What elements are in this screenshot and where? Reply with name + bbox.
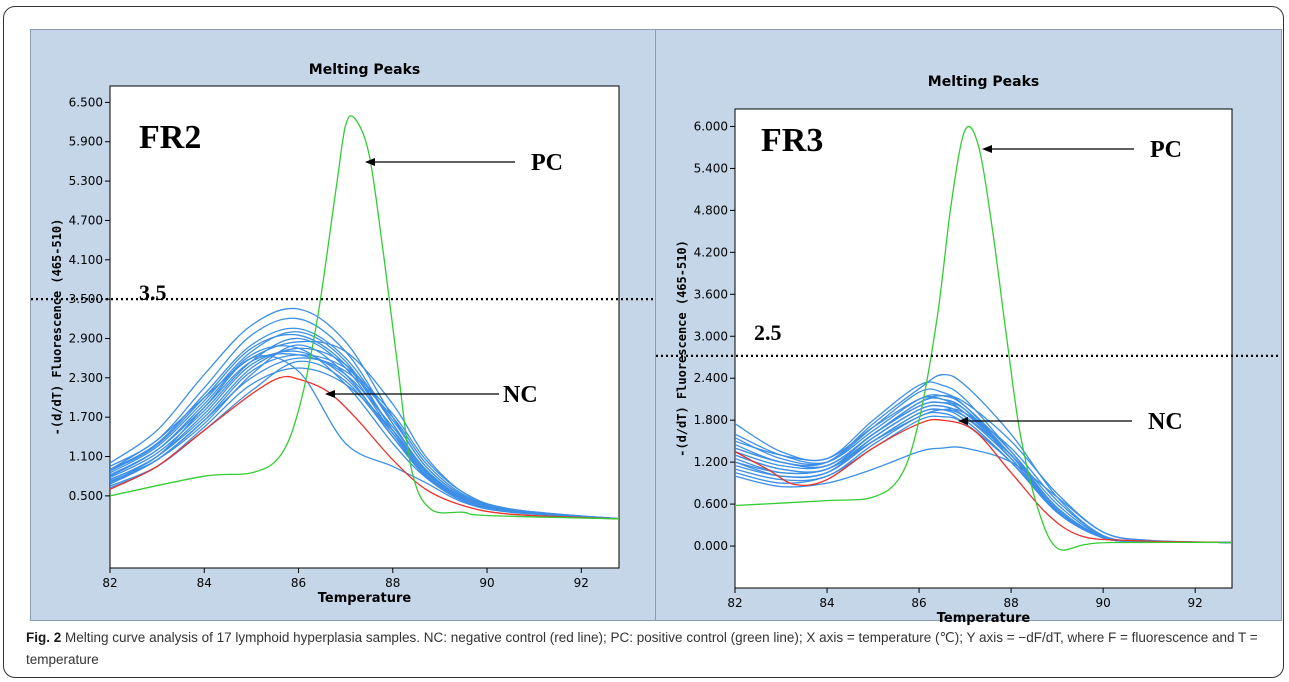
y-tick-label: 6.500 bbox=[69, 95, 103, 109]
y-tick-label: 4.800 bbox=[694, 203, 728, 217]
threshold-label: 3.5 bbox=[139, 280, 167, 305]
x-tick-label: 82 bbox=[102, 576, 117, 590]
pc-arrow-head bbox=[365, 158, 375, 166]
chart-fr2: Melting Peaks 0.500 1.100 1.700 2.300 2.900 3.… bbox=[31, 62, 661, 606]
sample-curve-17 bbox=[110, 367, 619, 520]
x-tick-label: 90 bbox=[1096, 596, 1111, 610]
y-tick-label: 4.200 bbox=[694, 245, 728, 259]
x-tick-label: 86 bbox=[911, 596, 926, 610]
y-tick-label: 0.500 bbox=[69, 489, 103, 503]
curves-group bbox=[110, 115, 619, 520]
y-tick-label: 1.100 bbox=[69, 450, 103, 464]
caption-label: Fig. 2 bbox=[26, 630, 62, 645]
x-tick-label: 82 bbox=[727, 596, 742, 610]
y-tick-label: 0.000 bbox=[694, 539, 728, 553]
y-tick-label: 2.900 bbox=[69, 331, 103, 345]
y-tick-label: 3.000 bbox=[694, 329, 728, 343]
panel-fr2: Melting Peaks 0.500 1.100 1.700 2.300 2.900 3.… bbox=[30, 29, 661, 621]
y-tick-label: 1.200 bbox=[694, 455, 728, 469]
panel-label: FR3 bbox=[761, 122, 823, 159]
y-tick-label: 5.300 bbox=[69, 174, 103, 188]
sample-curve-10 bbox=[110, 354, 619, 520]
nc-curve bbox=[110, 375, 619, 520]
y-tick-label: 0.600 bbox=[694, 497, 728, 511]
nc-arrow-head bbox=[325, 390, 335, 398]
y-tick-label: 2.300 bbox=[69, 371, 103, 385]
plot-area bbox=[734, 108, 1233, 589]
y-tick-label: 6.000 bbox=[694, 119, 728, 133]
y-tick-label: 4.100 bbox=[69, 253, 103, 267]
x-axis-label: Temperature bbox=[318, 591, 412, 606]
x-tick-label: 84 bbox=[819, 596, 834, 610]
x-tick-label: 92 bbox=[1188, 596, 1203, 610]
pc-curve bbox=[735, 125, 1232, 551]
x-tick-label: 90 bbox=[479, 576, 494, 590]
y-axis-label: -(d/dT) Fluorescence (465-510) bbox=[675, 240, 689, 457]
nc-annotation: NC bbox=[503, 382, 538, 408]
nc-curve bbox=[735, 418, 1232, 544]
chart-fr3: Melting Peaks 0.000 0.600 1.200 1.800 2.400 3.… bbox=[656, 74, 1280, 626]
y-axis-label: -(d/dT) Fluorescence (465-510) bbox=[50, 219, 64, 436]
pc-annotation: PC bbox=[1150, 137, 1182, 163]
y-tick-label: 1.800 bbox=[694, 413, 728, 427]
y-tick-label: 4.700 bbox=[69, 213, 103, 227]
pc-curve bbox=[110, 115, 619, 520]
figure-frame: Melting Peaks 0.500 1.100 1.700 2.300 2.900 3.… bbox=[3, 6, 1284, 678]
chart-title: Melting Peaks bbox=[309, 62, 420, 78]
pc-arrow-head bbox=[982, 145, 992, 153]
y-tick-label: 3.500 bbox=[69, 292, 103, 306]
y-tick-label: 1.700 bbox=[69, 410, 103, 424]
x-tick-label: 84 bbox=[197, 576, 212, 590]
plot-area bbox=[109, 85, 620, 569]
x-axis-label: Temperature bbox=[937, 611, 1031, 626]
y-tick-label: 2.400 bbox=[694, 371, 728, 385]
threshold-label: 2.5 bbox=[754, 320, 782, 345]
figure-caption: Fig. 2 Melting curve analysis of 17 lymp… bbox=[26, 627, 1276, 671]
nc-arrow-head bbox=[958, 417, 968, 425]
x-tick-label: 88 bbox=[1003, 596, 1018, 610]
chart-title: Melting Peaks bbox=[928, 74, 1039, 90]
panel-fr3: Melting Peaks 0.000 0.600 1.200 1.800 2.400 3.… bbox=[655, 29, 1282, 626]
y-tick-label: 5.400 bbox=[694, 161, 728, 175]
y-tick-label: 5.900 bbox=[69, 135, 103, 149]
x-tick-label: 86 bbox=[291, 576, 306, 590]
pc-annotation: PC bbox=[531, 150, 563, 176]
panel-label: FR2 bbox=[139, 119, 201, 156]
caption-text: Melting curve analysis of 17 lymphoid hy… bbox=[26, 630, 1258, 667]
sample-curve-15 bbox=[735, 408, 1232, 544]
curves-group bbox=[735, 125, 1232, 551]
y-tick-label: 3.600 bbox=[694, 287, 728, 301]
sample-curve-16 bbox=[110, 354, 619, 520]
x-tick-label: 92 bbox=[574, 576, 589, 590]
x-tick-label: 88 bbox=[385, 576, 400, 590]
nc-annotation: NC bbox=[1148, 409, 1183, 435]
